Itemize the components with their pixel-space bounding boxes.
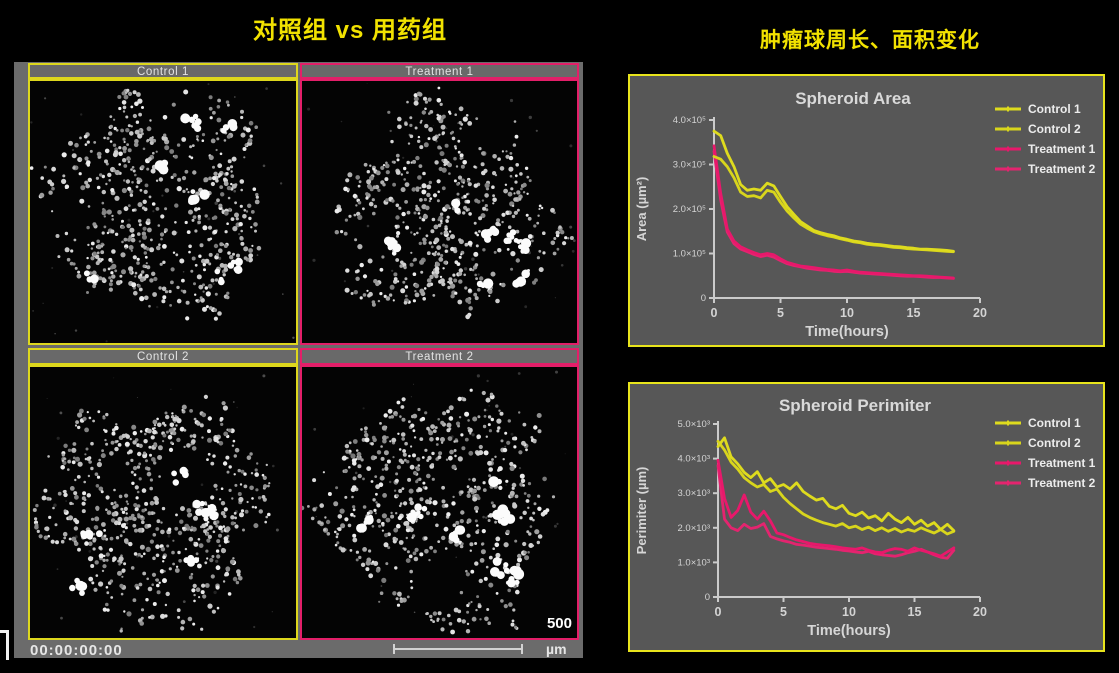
spheroid-image-treatment-1	[300, 79, 579, 345]
svg-text:2.0×10⁵: 2.0×10⁵	[673, 204, 706, 215]
panel-header-treatment-2: Treatment 2	[300, 348, 579, 365]
scale-bar-unit: µm	[546, 641, 567, 657]
spheroid-area-chart: 0 1.0×10⁵ 2.0×10⁵ 3.0×10⁵ 4.0×10⁵ 0 5 10 15 20 Tim…	[634, 89, 1096, 340]
svg-text:Control 1: Control 1	[1028, 416, 1081, 430]
svg-text:5: 5	[780, 605, 787, 619]
panel-header-treatment-1: Treatment 1	[300, 63, 579, 79]
spheroid-micrograph	[30, 367, 296, 638]
svg-text:20: 20	[973, 605, 987, 619]
panel-label: Control 2	[136, 351, 190, 363]
svg-text:0: 0	[705, 592, 710, 603]
panel-label: Treatment 1	[405, 66, 474, 78]
svg-text:15: 15	[907, 306, 921, 320]
svg-text:1.0×10³: 1.0×10³	[678, 557, 711, 568]
clipped-edge-glyph	[0, 630, 9, 633]
svg-text:Treatment 2: Treatment 2	[1028, 476, 1096, 490]
svg-text:3.0×10³: 3.0×10³	[678, 488, 711, 499]
svg-text:20: 20	[973, 306, 987, 320]
panel-header-control-2: Control 2	[28, 348, 298, 365]
svg-text:Spheroid Perimiter: Spheroid Perimiter	[779, 396, 931, 415]
scale-bar-value: 500	[546, 615, 572, 632]
svg-text:0: 0	[701, 293, 706, 304]
svg-text:Time(hours): Time(hours)	[807, 623, 891, 639]
right-section-title: 肿瘤球周长、面积变化	[760, 29, 980, 52]
svg-text:10: 10	[840, 306, 854, 320]
panel-header-control-1: Control 1	[28, 63, 298, 79]
spheroid-area-chart-panel: 0 1.0×10⁵ 2.0×10⁵ 3.0×10⁵ 4.0×10⁵ 0 5 10 15 20 Tim…	[628, 74, 1105, 347]
panel-label: Control 1	[136, 66, 190, 78]
svg-text:0: 0	[715, 605, 722, 619]
svg-text:5.0×10³: 5.0×10³	[678, 419, 711, 430]
left-section-title: 对照组 vs 用药组	[252, 17, 448, 44]
panel-label: Treatment 2	[405, 351, 474, 363]
svg-text:Control 1: Control 1	[1028, 102, 1081, 116]
svg-text:3.0×10⁵: 3.0×10⁵	[673, 160, 706, 171]
spheroid-image-control-2	[28, 365, 298, 640]
svg-text:Treatment 1: Treatment 1	[1028, 142, 1096, 156]
svg-text:Treatment 1: Treatment 1	[1028, 456, 1096, 470]
svg-text:Spheroid Area: Spheroid Area	[795, 89, 911, 108]
microscopy-montage: Control 1 Treatment 1 Control 2 Treatmen…	[14, 62, 583, 659]
svg-text:2.0×10³: 2.0×10³	[678, 523, 711, 534]
svg-text:Time(hours): Time(hours)	[805, 324, 889, 340]
svg-text:0: 0	[711, 306, 718, 320]
svg-text:Area (µm²): Area (µm²)	[634, 177, 649, 242]
svg-text:5: 5	[777, 306, 784, 320]
timestamp: 00:00:00:00	[30, 642, 123, 659]
spheroid-perimeter-chart-panel: 0 1.0×10³ 2.0×10³ 3.0×10³ 4.0×10³ 5.0×10³ 0 5 10…	[628, 382, 1105, 652]
spheroid-micrograph	[302, 367, 577, 638]
svg-text:Treatment 2: Treatment 2	[1028, 162, 1096, 176]
svg-text:1.0×10⁵: 1.0×10⁵	[673, 249, 706, 260]
svg-text:4.0×10⁵: 4.0×10⁵	[673, 115, 706, 126]
scale-bar	[393, 644, 523, 654]
svg-text:Control 2: Control 2	[1028, 122, 1081, 136]
svg-text:Perimiter (µm): Perimiter (µm)	[634, 467, 649, 555]
clipped-edge-glyph	[6, 630, 9, 660]
spheroid-perimeter-chart: 0 1.0×10³ 2.0×10³ 3.0×10³ 4.0×10³ 5.0×10³ 0 5 10…	[634, 396, 1096, 639]
svg-text:10: 10	[842, 605, 856, 619]
svg-text:15: 15	[908, 605, 922, 619]
spheroid-micrograph	[30, 81, 296, 343]
svg-text:Control 2: Control 2	[1028, 436, 1081, 450]
spheroid-image-control-1	[28, 79, 298, 345]
spheroid-image-treatment-2: 500	[300, 365, 579, 640]
svg-text:4.0×10³: 4.0×10³	[678, 454, 711, 465]
spheroid-micrograph	[302, 81, 577, 343]
